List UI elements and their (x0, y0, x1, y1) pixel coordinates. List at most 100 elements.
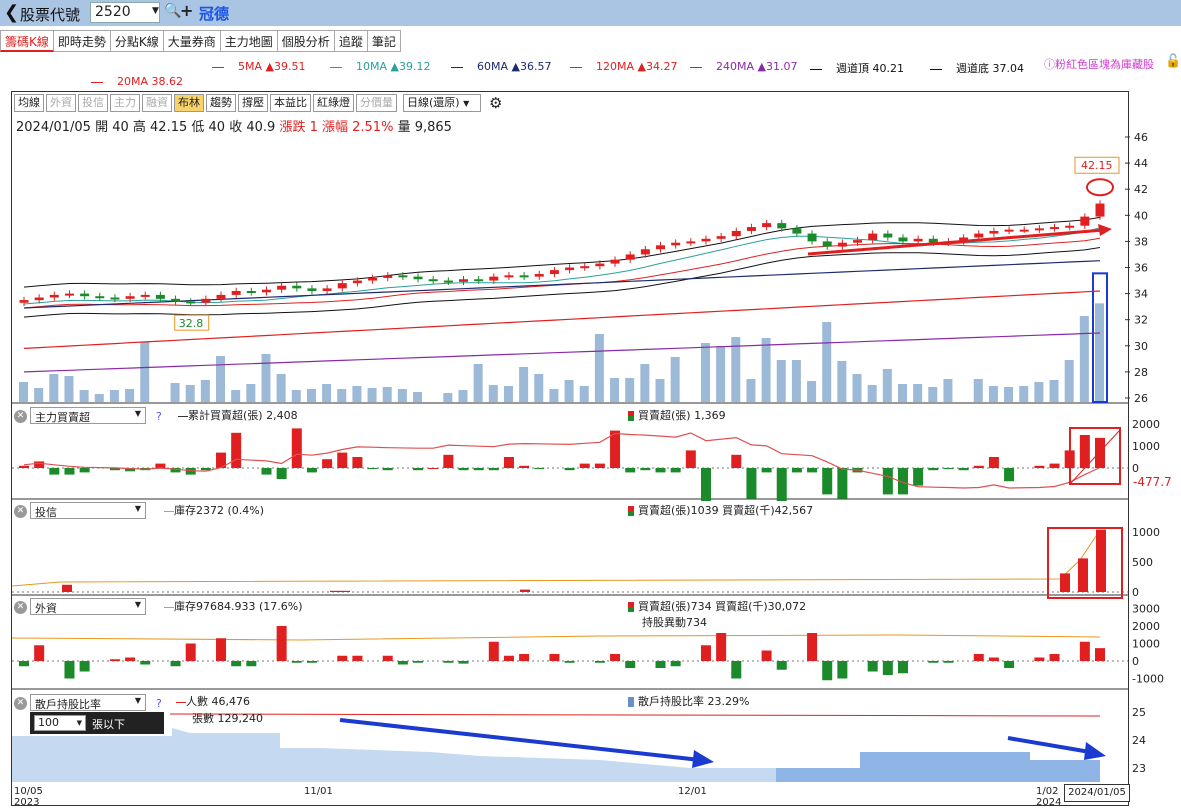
price-tick-label: 38 (1134, 235, 1148, 248)
volume-bar (382, 387, 392, 402)
foreign-bar (337, 655, 348, 661)
close-icon[interactable]: ✕ (14, 697, 27, 710)
foreign-axis-label: -1000 (1132, 673, 1164, 686)
trust-bar (1078, 558, 1088, 592)
pane-foreign-legend1: 庫存97684.933 (17.6%) (164, 598, 303, 614)
candle-body (974, 233, 984, 238)
toggle-pe[interactable]: 本益比 (270, 94, 311, 112)
volume-bar (610, 378, 620, 402)
foreign-bar (928, 661, 939, 663)
toggle-trend[interactable]: 趨勢 (206, 94, 236, 112)
main-force-bar (594, 463, 605, 468)
close-icon[interactable]: ✕ (14, 505, 27, 518)
foreign-bar (503, 655, 514, 661)
toggle-main-force[interactable]: 主力 (110, 94, 140, 112)
volume-bar (519, 367, 529, 402)
foreign-bar (670, 661, 681, 667)
main-force-bar (579, 463, 590, 468)
volume-bar (897, 384, 907, 402)
ma240-line (23, 332, 1101, 373)
foreign-bar (19, 661, 29, 667)
main-force-bar (200, 468, 211, 471)
candle-body (171, 298, 181, 302)
volume-bar (503, 386, 513, 402)
foreign-axis-label: 1000 (1132, 638, 1160, 651)
chevron-left-icon[interactable]: ❮ (4, 2, 20, 23)
candle-body (368, 277, 378, 281)
main-force-bar (19, 465, 29, 468)
help-icon[interactable]: ? (156, 697, 162, 710)
retail-axis-label: 25 (1132, 706, 1146, 719)
search-icon[interactable]: 🔍 (164, 3, 182, 19)
tab-big-broker[interactable]: 大量券商 (163, 30, 221, 52)
chevron-down-icon[interactable]: ▼ (152, 6, 159, 16)
stock-name: 冠德 (199, 5, 230, 23)
main-force-bar (913, 468, 924, 486)
tab-notes[interactable]: 筆記 (367, 30, 401, 52)
threshold-select[interactable]: 100 ▼ (34, 715, 86, 731)
volume-bar (1064, 360, 1074, 402)
candle-body (64, 293, 74, 296)
pane-trust-select[interactable]: 投信 ▼ (30, 502, 146, 519)
period-select[interactable]: 日線(還原) ▼ (403, 94, 481, 112)
pane-main-select[interactable]: 主力買賣超 ▼ (30, 407, 146, 424)
volume-bar (549, 389, 559, 402)
candle-body (746, 227, 756, 231)
help-icon[interactable]: ? (156, 410, 162, 423)
candle-body (34, 297, 44, 301)
main-force-bar (943, 468, 954, 470)
volume-bar (216, 356, 226, 402)
pane-foreign-select[interactable]: 外資 ▼ (30, 598, 146, 615)
foreign-bar (413, 661, 424, 663)
close-icon[interactable]: ✕ (14, 601, 27, 614)
main-force-bar (1095, 437, 1105, 468)
foreign-bar (443, 661, 454, 663)
x-date-1: 10/05 2023 (14, 786, 43, 808)
price-tick-label: 36 (1134, 262, 1148, 275)
volume-bar (625, 378, 635, 402)
main-force-bar (488, 468, 499, 471)
volume-bar (79, 390, 89, 402)
foreign-bar (352, 655, 363, 661)
close-icon[interactable]: ✕ (14, 410, 27, 423)
toggle-traffic-light[interactable]: 紅綠燈 (313, 94, 354, 112)
gear-icon[interactable]: ⚙ (489, 94, 503, 112)
volume-bar (837, 361, 847, 402)
candle-body (656, 245, 666, 250)
candle-body (1004, 229, 1014, 232)
tab-branch-kline[interactable]: 分點K線 (110, 30, 164, 52)
toggle-bollinger[interactable]: 布林 (174, 94, 204, 112)
toggle-margin[interactable]: 融資 (142, 94, 172, 112)
add-icon[interactable]: + (180, 1, 194, 20)
tab-main-force-map[interactable]: 主力地圖 (220, 30, 278, 52)
foreign-axis-label: 3000 (1132, 603, 1160, 616)
main-force-bar (700, 468, 711, 501)
pane-retail-select[interactable]: 散戶持股比率 ▼ (30, 694, 146, 711)
main-force-bar (625, 468, 636, 473)
foreign-bar (125, 657, 136, 661)
trust-bar (340, 590, 350, 592)
lock-icon[interactable]: 🔓 (1165, 54, 1181, 69)
main-force-bar (670, 468, 681, 473)
volume-bar (352, 386, 362, 402)
tab-stock-analysis[interactable]: 個股分析 (277, 30, 335, 52)
toggle-volume-profile[interactable]: 分價量 (356, 94, 397, 112)
toggle-trust[interactable]: 投信 (78, 94, 108, 112)
foreign-bar (564, 661, 575, 663)
pane-main-legend1: 累計買賣超(張) 2,408 (178, 407, 298, 423)
tab-track[interactable]: 追蹤 (334, 30, 368, 52)
top-bar: ❮ 股票代號 2520 ▼ 🔍 + 冠德 (0, 0, 1181, 26)
main-force-bar (109, 468, 120, 471)
candle-body (504, 275, 514, 278)
stock-code-input[interactable]: 2520 (90, 2, 160, 23)
candle-body (565, 267, 575, 271)
tab-realtime[interactable]: 即時走勢 (53, 30, 111, 52)
ma10-line (23, 227, 1101, 305)
toggle-support[interactable]: 撐壓 (238, 94, 268, 112)
toggle-foreign[interactable]: 外資 (46, 94, 76, 112)
candle-body (1065, 225, 1075, 228)
toggle-ma[interactable]: 均線 (14, 94, 44, 112)
main-force-bar (791, 468, 802, 473)
foreign-bar (246, 661, 257, 667)
tab-chip-kline[interactable]: 籌碼K線 (0, 30, 54, 52)
